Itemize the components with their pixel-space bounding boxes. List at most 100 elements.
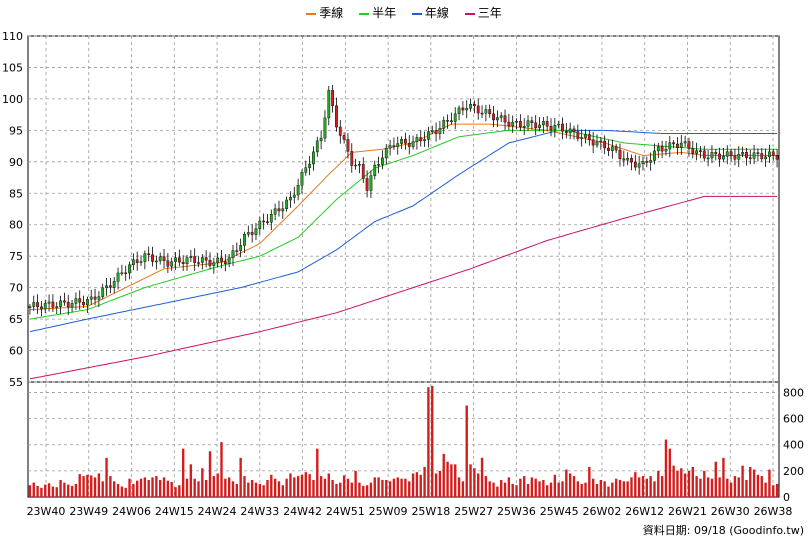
volume-bar — [691, 466, 694, 497]
volume-bar — [683, 473, 687, 497]
volume-bar — [74, 483, 78, 497]
legend-swatch-quarter — [306, 12, 317, 15]
volume-bar — [442, 453, 445, 497]
candle-body — [741, 151, 744, 155]
volume-bar — [446, 461, 449, 497]
volume-bar — [626, 481, 629, 497]
candle-body — [748, 157, 752, 159]
candle-body — [377, 164, 380, 166]
candle-body — [603, 140, 607, 149]
volume-bar — [139, 478, 143, 497]
candle-body — [350, 151, 354, 166]
volume-bar — [637, 477, 641, 497]
volume-bar — [32, 482, 35, 497]
candle-body — [124, 272, 128, 275]
volume-bar — [641, 476, 645, 497]
ma-line-3y — [29, 195, 778, 380]
volume-bar — [457, 477, 461, 497]
candle-body — [737, 154, 741, 160]
volume-bar — [51, 486, 55, 497]
volume-bar — [231, 481, 235, 497]
candle-body — [243, 234, 246, 246]
legend-label-year: 年線 — [424, 6, 449, 20]
candle-body — [664, 148, 668, 152]
volume-bar — [630, 477, 633, 497]
candle-body — [361, 164, 365, 179]
volume-bar — [82, 476, 85, 497]
candle-body — [112, 281, 116, 288]
candle-body — [154, 260, 158, 263]
volume-bar — [591, 478, 595, 497]
candle-body — [515, 120, 518, 123]
volume-bar — [714, 461, 717, 497]
legend-item-year: 年線 — [411, 4, 449, 21]
volume-bar — [124, 487, 127, 497]
x-tick-label: 26W12 — [625, 505, 664, 518]
volume-bar — [346, 478, 350, 497]
candle-body — [411, 141, 415, 147]
price-tick-label: 90 — [9, 156, 23, 169]
x-tick-label: 23W40 — [27, 505, 66, 518]
volume-bar — [660, 476, 664, 497]
volume-bar — [419, 474, 422, 497]
volume-bar — [358, 482, 361, 497]
candle-body — [266, 221, 269, 223]
volume-bar — [128, 478, 131, 497]
candle-body — [423, 139, 426, 142]
volume-bar — [262, 485, 265, 497]
candle-body — [128, 264, 131, 274]
candle-body — [197, 262, 200, 264]
candle-body — [618, 149, 622, 159]
volume-bar — [162, 477, 166, 497]
price-tick-label: 60 — [9, 345, 23, 358]
candle-body — [756, 152, 760, 154]
volume-bar — [339, 482, 342, 497]
volume-bar — [749, 466, 752, 497]
legend-label-half: 半年 — [372, 6, 397, 20]
candle-body — [166, 260, 170, 267]
volume-bar — [553, 474, 557, 497]
candle-body — [269, 214, 273, 223]
volume-bar — [772, 485, 775, 497]
price-tick-label: 65 — [9, 313, 23, 326]
candle-body — [438, 128, 442, 134]
volume-bar — [438, 470, 442, 497]
volume-bar — [227, 477, 231, 497]
volume-bar — [327, 473, 330, 497]
candle-body — [273, 208, 277, 215]
volume-bar — [293, 477, 296, 497]
candle-body — [66, 301, 70, 308]
candle-body — [733, 155, 737, 160]
volume-bar — [423, 466, 426, 497]
candle-body — [296, 185, 300, 196]
candle-body — [453, 113, 457, 122]
price-tick-label: 85 — [9, 187, 23, 200]
candle-body — [55, 306, 59, 308]
candle-body — [607, 147, 610, 151]
volume-bar — [377, 477, 380, 497]
x-tick-label: 26W21 — [668, 505, 707, 518]
candle-body — [246, 232, 250, 235]
candle-body — [239, 245, 243, 251]
volume-bar — [285, 478, 288, 497]
volume-bar — [760, 476, 763, 497]
volume-bar — [411, 473, 415, 497]
x-tick-label: 24W24 — [198, 505, 237, 518]
candle-body — [637, 163, 641, 168]
candle-body — [457, 107, 461, 115]
candle-body — [59, 300, 62, 307]
candle-body — [365, 178, 369, 191]
candle-body — [522, 126, 526, 128]
volume-bar — [120, 486, 124, 497]
candle-body — [216, 257, 220, 263]
volume-bar — [44, 484, 47, 497]
volume-bar — [542, 480, 545, 497]
x-tick-label: 25W27 — [454, 505, 493, 518]
candle-body — [388, 145, 392, 149]
candle-body — [656, 146, 660, 152]
candle-body — [718, 153, 721, 160]
volume-bar — [304, 472, 307, 497]
candle-body — [131, 259, 135, 266]
ma-line-year — [29, 129, 778, 333]
volume-bar — [545, 485, 549, 497]
